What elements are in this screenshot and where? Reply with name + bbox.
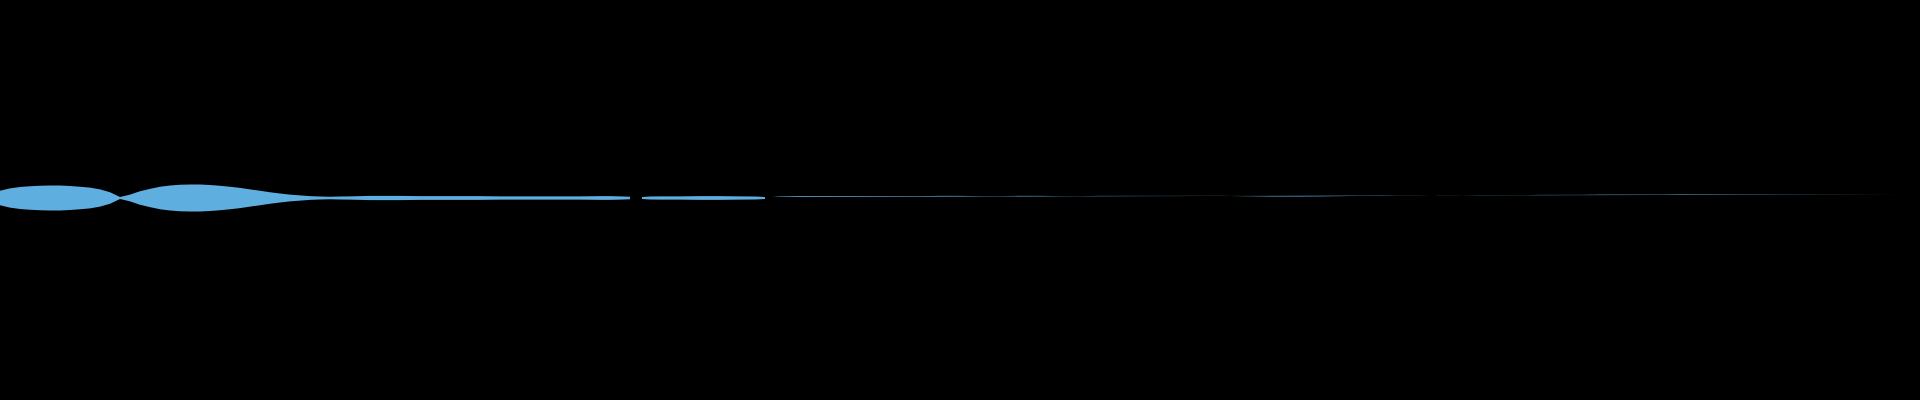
waveform-shape: [0, 184, 1900, 212]
